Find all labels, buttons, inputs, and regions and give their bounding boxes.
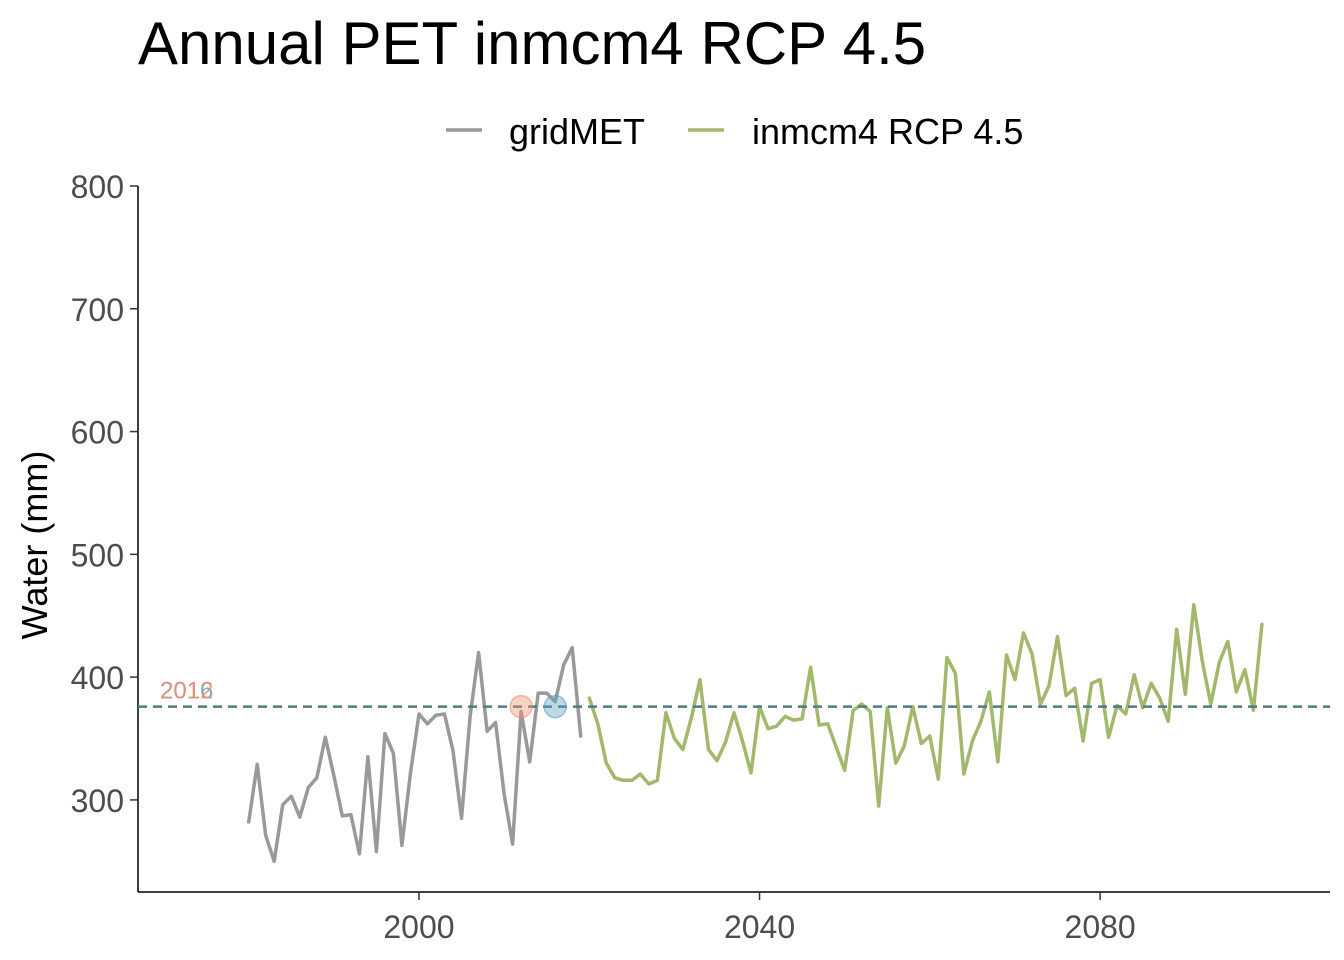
y-tick-label: 500 [71, 537, 124, 573]
legend-label-inmcm4: inmcm4 RCP 4.5 [752, 111, 1023, 152]
x-tick-label: 2080 [1065, 909, 1136, 945]
chart-title: Annual PET inmcm4 RCP 4.5 [138, 10, 927, 77]
y-tick-label: 800 [71, 169, 124, 205]
series-line-gridmet [246, 645, 583, 864]
y-tick-label: 600 [71, 415, 124, 451]
y-tick-label: 400 [71, 660, 124, 696]
y-tick-label: 300 [71, 783, 124, 819]
highlight-point-2012 [509, 694, 533, 719]
annotation-label-2012: 2012 [160, 678, 213, 705]
legend: gridMET inmcm4 RCP 4.5 [446, 111, 1023, 152]
x-tick-label: 2040 [724, 909, 795, 945]
x-tick-label: 2000 [383, 909, 454, 945]
legend-label-gridmet: gridMET [509, 111, 645, 152]
highlight-point-2016 [543, 694, 567, 719]
y-axis-title: Water (mm) [14, 451, 55, 640]
y-tick-label: 700 [71, 292, 124, 328]
series-line-inmcm4 [587, 602, 1264, 808]
annotation-label-2016: 2016 [160, 678, 213, 705]
